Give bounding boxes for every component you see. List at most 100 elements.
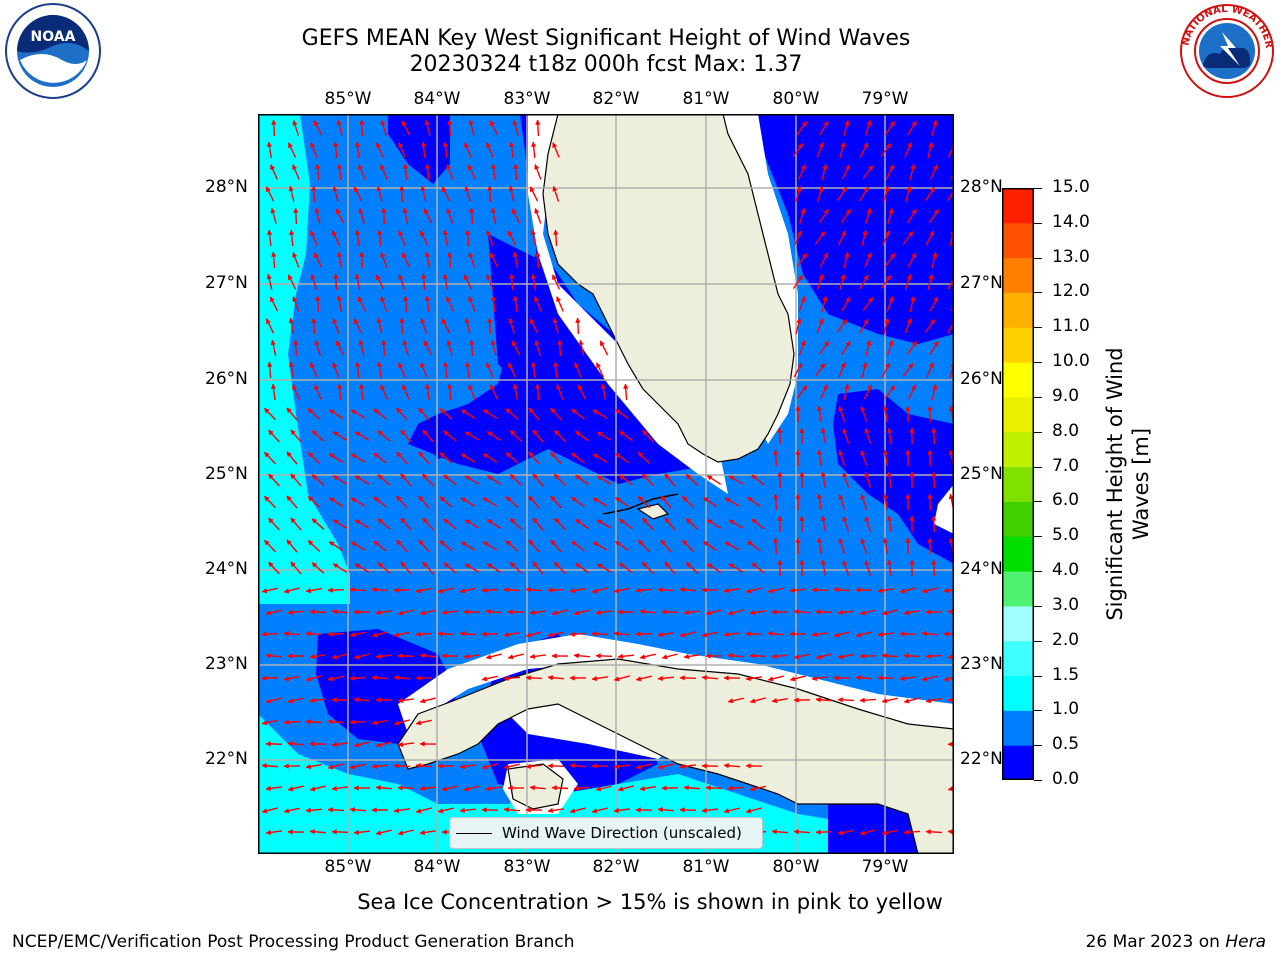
wind-wave-arrows xyxy=(261,119,965,836)
colorbar-tick-label: 11.0 xyxy=(1052,316,1090,337)
colorbar-tick xyxy=(1034,222,1042,224)
lat-label-left: 23°N xyxy=(205,654,248,674)
colorbar-segment xyxy=(1002,466,1034,502)
nws-logo: NATIONAL WEATHER SERVICE xyxy=(1172,0,1278,100)
colorbar-tick xyxy=(1034,675,1042,677)
lon-label-bottom: 84°W xyxy=(413,857,461,877)
lon-label-bottom: 83°W xyxy=(503,857,551,877)
lat-label-right: 26°N xyxy=(960,369,1003,389)
lat-label-right: 24°N xyxy=(960,559,1003,579)
colorbar-tick xyxy=(1034,257,1042,259)
colorbar-tick-label: 1.0 xyxy=(1052,699,1080,720)
colorbar-tick-label: 7.0 xyxy=(1052,455,1080,476)
colorbar-segment xyxy=(1002,327,1034,363)
map-legend: Wind Wave Direction (unscaled) xyxy=(449,817,763,849)
footer-branch: NCEP/EMC/Verification Post Processing Pr… xyxy=(12,932,575,952)
lat-label-left: 22°N xyxy=(205,749,248,769)
colorbar-segment xyxy=(1002,640,1034,677)
colorbar-segment xyxy=(1002,710,1034,746)
colorbar-segment xyxy=(1002,431,1034,468)
colorbar-tick xyxy=(1034,188,1042,189)
colorbar-tick-label: 1.5 xyxy=(1052,664,1080,685)
lon-label-top: 82°W xyxy=(592,89,640,109)
chart-title: GEFS MEAN Key West Significant Height of… xyxy=(258,26,954,78)
lon-label-top: 81°W xyxy=(682,89,730,109)
lat-label-left: 26°N xyxy=(205,369,248,389)
colorbar-segment xyxy=(1002,571,1034,607)
lon-label-top: 83°W xyxy=(503,89,551,109)
lat-label-left: 27°N xyxy=(205,273,248,293)
svg-text:NOAA: NOAA xyxy=(31,29,76,45)
footer-date: 26 Mar 2023 on Hera xyxy=(1085,932,1266,952)
lat-label-right: 27°N xyxy=(960,273,1003,293)
lon-label-bottom: 81°W xyxy=(682,857,730,877)
lon-label-bottom: 82°W xyxy=(592,857,640,877)
colorbar-segment xyxy=(1002,605,1034,642)
colorbar-tick xyxy=(1034,640,1042,642)
wave-zone-1.0-1.5-west xyxy=(258,114,350,584)
colorbar-segment xyxy=(1002,362,1034,398)
colorbar-tick-label: 9.0 xyxy=(1052,385,1080,406)
colorbar-tick xyxy=(1034,431,1042,433)
colorbar-tick xyxy=(1034,362,1042,364)
colorbar-tick-label: 0.0 xyxy=(1052,769,1080,789)
legend-label: Wind Wave Direction (unscaled) xyxy=(502,824,742,842)
colorbar xyxy=(1002,188,1034,781)
colorbar-tick-label: 12.0 xyxy=(1052,281,1090,302)
land-areas xyxy=(397,113,955,855)
colorbar-tick-label: 15.0 xyxy=(1052,177,1090,197)
cuba-land xyxy=(397,658,955,855)
lat-label-left: 25°N xyxy=(205,464,248,484)
colorbar-tick-label: 5.0 xyxy=(1052,525,1080,546)
colorbar-tick xyxy=(1034,780,1042,781)
colorbar-segment xyxy=(1002,257,1034,293)
gridlines xyxy=(258,114,954,854)
colorbar-segment xyxy=(1002,292,1034,328)
lon-label-bottom: 79°W xyxy=(861,857,909,877)
colorbar-tick xyxy=(1034,571,1042,573)
lon-label-bottom: 80°W xyxy=(772,857,820,877)
colorbar-tick xyxy=(1034,745,1042,747)
isla-de-la-juventud xyxy=(507,763,564,810)
colorbar-tick xyxy=(1034,605,1042,607)
colorbar-tick-label: 13.0 xyxy=(1052,246,1090,267)
lon-label-top: 79°W xyxy=(861,89,909,109)
colorbar-tick-label: 14.0 xyxy=(1052,211,1090,232)
colorbar-tick-label: 2.0 xyxy=(1052,629,1080,650)
colorbar-segment xyxy=(1002,222,1034,259)
lon-label-bottom: 85°W xyxy=(324,857,372,877)
wave-zone-1.0-1.5-south xyxy=(258,714,954,854)
title-line-1: GEFS MEAN Key West Significant Height of… xyxy=(301,26,911,51)
colorbar-segment xyxy=(1002,501,1034,537)
colorbar-segment xyxy=(1002,745,1034,781)
lat-label-right: 25°N xyxy=(960,464,1003,484)
sea-ice-note: Sea Ice Concentration > 15% is shown in … xyxy=(357,890,943,914)
noaa-logo: NOAA xyxy=(2,2,104,100)
wave-height-map xyxy=(258,113,965,855)
title-line-2: 20230324 t18z 000h fcst Max: 1.37 xyxy=(409,52,803,77)
colorbar-tick-label: 0.5 xyxy=(1052,734,1080,755)
colorbar-tick-label: 8.0 xyxy=(1052,420,1080,441)
colorbar-tick xyxy=(1034,466,1042,468)
lat-label-right: 28°N xyxy=(960,177,1003,197)
colorbar-tick-label: 3.0 xyxy=(1052,594,1080,615)
lon-label-top: 85°W xyxy=(324,89,372,109)
colorbar-tick xyxy=(1034,327,1042,329)
colorbar-tick xyxy=(1034,292,1042,294)
colorbar-tick xyxy=(1034,396,1042,398)
colorbar-tick xyxy=(1034,501,1042,503)
colorbar-tick xyxy=(1034,536,1042,538)
colorbar-segment xyxy=(1002,188,1034,224)
colorbar-tick xyxy=(1034,710,1042,712)
lat-label-right: 22°N xyxy=(960,749,1003,769)
wave-zone-0-0.5 xyxy=(388,114,450,184)
colorbar-tick-label: 4.0 xyxy=(1052,560,1080,581)
lat-label-left: 28°N xyxy=(205,177,248,197)
colorbar-tick-label: 10.0 xyxy=(1052,351,1090,372)
colorbar-tick-label: 6.0 xyxy=(1052,490,1080,511)
colorbar-label: Significant Height of Wind Waves [m] xyxy=(1103,347,1153,621)
lon-label-top: 84°W xyxy=(413,89,461,109)
legend-line-icon xyxy=(456,832,492,834)
colorbar-segment xyxy=(1002,396,1034,433)
lat-label-right: 23°N xyxy=(960,654,1003,674)
